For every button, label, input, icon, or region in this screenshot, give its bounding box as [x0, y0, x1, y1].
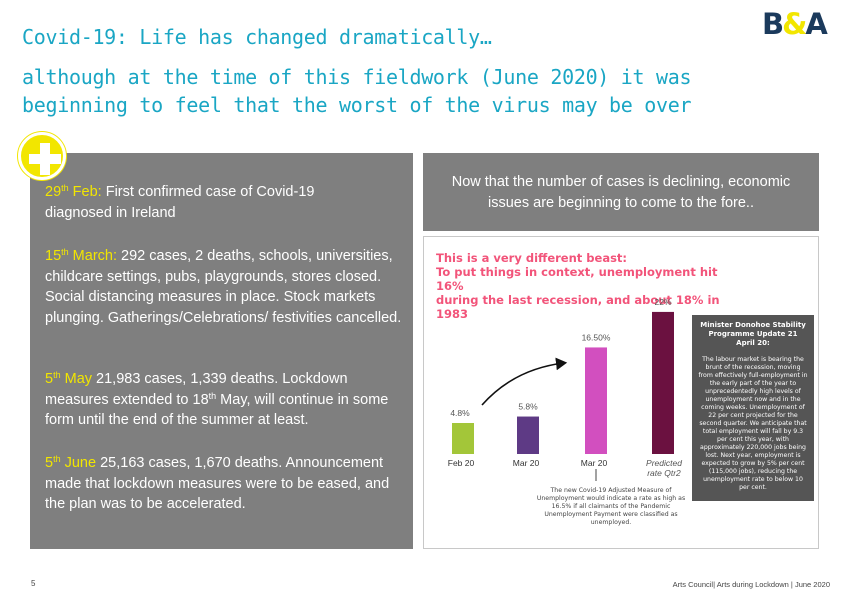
category-label-predicted: rate Qtr2	[647, 468, 681, 478]
ba-logo: B & A	[762, 7, 832, 41]
bar-1	[452, 423, 474, 454]
logo-a: A	[805, 7, 827, 41]
logo-b: B	[762, 7, 784, 41]
context-callout: This is a very different beast: To put t…	[436, 251, 736, 321]
adjusted-measure-note: The new Covid-19 Adjusted Measure of Une…	[536, 487, 686, 526]
bar-value-label: 4.8%	[450, 408, 470, 418]
event-text: 25,163 cases, 1,670 deaths. Announcement…	[45, 455, 390, 512]
callout-line1: This is a very different beast:	[436, 251, 628, 265]
page-number: 5	[31, 579, 36, 588]
plus-icon	[18, 132, 66, 180]
minister-statement-box: Minister Donohoe Stability Programme Upd…	[692, 315, 814, 501]
event-text: 21,983 cases, 1,339 deaths. Lockdown mea…	[45, 371, 389, 428]
banner-line1: Now that the number of cases is declinin…	[451, 174, 791, 190]
event-text-cont: diagnosed in Ireland	[45, 204, 176, 221]
timeline-event: 29th Feb: First confirmed case of Covid-…	[45, 182, 407, 223]
event-date: 5th June	[45, 454, 97, 472]
category-label-predicted: Predicted	[646, 458, 682, 468]
bar-4	[652, 311, 674, 454]
callout-line2: To put things in context, unemployment h…	[436, 265, 718, 293]
timeline-event: 5th June 25,163 cases, 1,670 deaths. Ann…	[45, 453, 407, 515]
timeline-event: 15th March: 292 cases, 2 deaths, schools…	[45, 246, 407, 328]
page-subtitle-line2: beginning to feel that the worst of the …	[22, 93, 692, 117]
timeline-event: 5th May 21,983 cases, 1,339 deaths. Lock…	[45, 369, 407, 431]
unemployment-bar-chart: 4.8% 5.8% 16.50% 22% Feb 20 Mar 20 Mar 20 Predi…	[448, 297, 682, 481]
trend-arrow	[481, 357, 568, 406]
page-title: Covid-19: Life has changed dramatically…	[22, 25, 492, 49]
bar-value-label: 16.50%	[582, 332, 611, 342]
event-text: 292 cases, 2 deaths, schools, universiti…	[45, 248, 402, 326]
timeline-panel: 29th Feb: First confirmed case of Covid-…	[30, 153, 413, 549]
minister-title: Minister Donohoe Stability Programme Upd…	[700, 321, 806, 347]
banner-line2: issues are beginning to come to the fore…	[488, 195, 754, 211]
economic-issues-banner: Now that the number of cases is declinin…	[423, 153, 819, 231]
bar-2	[517, 416, 539, 454]
bar-value-label: 22%	[654, 297, 671, 307]
category-label: Mar 20	[513, 458, 540, 468]
logo-ampersand: &	[782, 7, 807, 41]
event-text: First confirmed case of Covid-19	[101, 184, 315, 200]
bar-3	[585, 347, 607, 454]
bar-value-label: 5.8%	[518, 402, 538, 412]
page-subtitle-line1: although at the time of this fieldwork (…	[22, 65, 692, 89]
footer-text: Arts Council| Arts during Lockdown | Jun…	[672, 580, 830, 589]
callout-line3: during the last recession, and about 18%…	[436, 293, 720, 321]
category-label: Mar 20	[581, 458, 608, 468]
category-label: Feb 20	[448, 458, 475, 468]
event-date: 29th Feb:	[45, 183, 102, 201]
minister-body: The labour market is bearing the brunt o…	[698, 356, 808, 491]
event-date: 5th May	[45, 370, 93, 388]
event-date: 15th March:	[45, 247, 117, 265]
unemployment-panel: This is a very different beast: To put t…	[423, 236, 819, 549]
